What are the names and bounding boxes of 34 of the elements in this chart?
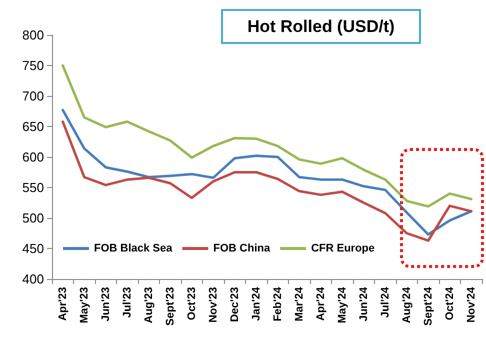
x-tick-label: Jul'24 (379, 286, 392, 318)
y-tick-label: 400 (22, 272, 44, 286)
x-tick-label: Feb'24 (272, 286, 284, 322)
x-tick-label: May'24 (336, 286, 348, 324)
x-tick-label: Apr'24 (314, 286, 327, 321)
y-tick-label: 700 (22, 88, 44, 104)
legend-label: FOB China (213, 242, 271, 254)
legend-label: FOB Black Sea (94, 242, 174, 254)
x-tick-label: Sept'23 (164, 287, 176, 326)
x-tick-label: Jan'24 (250, 286, 262, 321)
y-tick-label: 550 (22, 180, 44, 195)
legend-label: CFR Europe (311, 242, 375, 254)
x-tick-label: Sept'24 (422, 286, 434, 326)
y-tick-label: 500 (22, 210, 44, 226)
y-tick-label: 800 (22, 28, 44, 42)
x-tick-label: Jul'23 (121, 287, 134, 318)
x-tick-label: Jun'24 (358, 286, 370, 322)
y-tick-label: 450 (22, 241, 44, 256)
x-tick-label: Oct'23 (186, 287, 198, 320)
x-tick-label: Oct'24 (444, 286, 456, 320)
x-tick-label: Dec'23 (228, 287, 241, 322)
x-tick-label: Aug'24 (400, 286, 413, 324)
y-tick-label: 650 (22, 119, 44, 134)
x-tick-label: May'23 (78, 287, 90, 324)
x-tick-label: Jun'23 (100, 287, 112, 322)
line-series (62, 64, 472, 208)
x-tick-label: Nov'24 (465, 286, 478, 323)
x-tick-label: Apr'23 (56, 287, 69, 321)
x-tick-label: Aug'23 (142, 287, 155, 324)
chart-title: Hot Rolled (USD/t) (247, 17, 395, 36)
y-tick-label: 600 (22, 150, 44, 164)
y-tick-label: 750 (22, 58, 44, 73)
x-tick-label: Mar'24 (293, 286, 306, 322)
x-tick-label: Nov'23 (207, 287, 220, 323)
